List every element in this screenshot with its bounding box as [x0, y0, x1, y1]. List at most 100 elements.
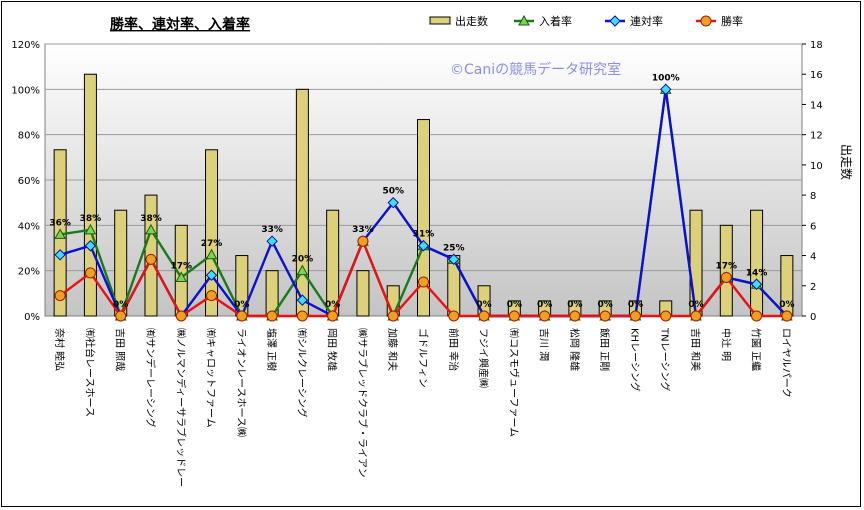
legend-marker	[700, 15, 712, 27]
x-tick-label: ㈲サンデーレーシング	[144, 328, 157, 428]
data-label: 33%	[352, 225, 374, 235]
y-tick-label: 60%	[18, 176, 40, 187]
x-tick-label: ㈱ノルマンディーサラブレッドレー	[174, 328, 187, 487]
y-tick-label: 40%	[18, 221, 40, 232]
data-labels: 36% 38% 0% 38% 17% 27% 0% 33% 20% 0% 33% 50% 31% 25% 0…	[49, 73, 794, 310]
legend-label: 入着率	[539, 14, 572, 28]
marker-diamond	[750, 278, 763, 290]
data-label: 0%	[537, 300, 552, 310]
y2-tick-label: 2	[810, 282, 816, 293]
marker-circle	[569, 310, 581, 322]
watermark: ©Caniの競馬データ研究室	[450, 61, 621, 78]
y2-tick-label: 4	[810, 252, 816, 263]
y2-tick-label: 14	[810, 100, 823, 111]
x-tick-label: 竹園 正繼	[750, 328, 763, 371]
bar-starts	[295, 88, 309, 317]
y2-tick-label: 0	[810, 312, 816, 323]
marker-circle	[357, 235, 369, 247]
bar-starts	[750, 209, 764, 317]
data-label: 0%	[598, 300, 613, 310]
marker-circle	[690, 310, 702, 322]
data-label: 33%	[261, 225, 283, 235]
x-tick-label: 岡田 牧雄	[326, 328, 339, 371]
x-tick-label: KHレーシング	[628, 328, 641, 392]
marker-diamond	[660, 83, 672, 96]
marker-circle	[478, 310, 490, 322]
x-tick-label: TNレーシング	[659, 327, 672, 391]
marker-triangle	[205, 248, 218, 260]
data-label: 25%	[443, 243, 465, 253]
data-label: 0%	[325, 300, 340, 310]
data-label: 17%	[170, 261, 192, 271]
line-markers	[54, 83, 793, 322]
data-label: 17%	[716, 261, 738, 271]
y-tick-label: 120%	[11, 40, 40, 51]
x-tick-label: ㈲コスモヴューファーム	[507, 328, 520, 437]
x-tick-label: 吉田 照哉	[114, 328, 126, 371]
marker-circle	[236, 310, 248, 322]
legend-label: 連対率	[630, 14, 663, 28]
data-label: 36%	[49, 218, 71, 228]
data-label: 27%	[201, 239, 223, 249]
legend-marker	[609, 15, 621, 27]
y-tick-label: 80%	[18, 131, 40, 142]
marker-circle	[296, 310, 308, 322]
y2-tick-label: 16	[810, 70, 823, 81]
data-label: 14%	[746, 268, 768, 278]
marker-circle	[175, 310, 187, 322]
data-label: 0%	[779, 300, 794, 310]
legend-label: 出走数	[455, 14, 488, 28]
x-axis: 奈村 睦弘 ㈲社台レースホース 吉田 照哉 ㈲サンデーレーシング ㈱ノルマンディーサラブ…	[53, 327, 792, 487]
marker-circle	[418, 276, 429, 288]
y-tick-label: 0%	[24, 312, 40, 323]
marker-diamond	[84, 240, 97, 252]
y2-tick-label: 18	[810, 40, 823, 51]
data-label: 0%	[507, 300, 522, 310]
data-label: 20%	[292, 255, 314, 265]
data-label: 0%	[234, 300, 249, 310]
y-tick-label: 100%	[11, 85, 40, 96]
x-tick-label: 塩澤 正樹	[265, 328, 278, 371]
marker-diamond	[296, 294, 309, 306]
y-axis-left: 0% 20% 40% 60% 80% 100% 120%	[11, 40, 40, 323]
x-tick-label: 中辻 明	[719, 328, 732, 361]
x-tick-label: ライオンレースホース㈱	[235, 328, 247, 437]
x-tick-label: フジイ興産㈱	[477, 328, 490, 388]
x-tick-label: ㈲社台レースホース	[83, 328, 96, 417]
bar-starts	[356, 270, 370, 317]
x-tick-label: 奈村 睦弘	[53, 328, 66, 371]
data-label: 50%	[382, 187, 404, 197]
bar-starts	[719, 224, 733, 317]
y-tick-label: 20%	[18, 267, 40, 278]
y2-tick-label: 10	[810, 161, 823, 172]
marker-triangle	[84, 223, 97, 235]
x-tick-label: 吉田 和美	[689, 328, 702, 371]
bar-starts	[417, 119, 430, 317]
marker-circle	[508, 310, 520, 322]
data-label: 38%	[140, 214, 162, 224]
x-tick-label: ゴドルフィン	[417, 328, 430, 388]
marker-circle	[448, 310, 460, 322]
legend-label: 勝率	[721, 14, 743, 28]
marker-circle	[387, 310, 399, 322]
x-tick-label: 吉川 潤	[538, 328, 550, 361]
data-label: 31%	[413, 230, 435, 240]
marker-triangle	[296, 264, 309, 276]
x-tick-label: 松岡 隆雄	[568, 328, 581, 371]
marker-circle	[660, 310, 672, 322]
y2-tick-label: 8	[810, 191, 816, 202]
x-tick-label: 飯田 正剛	[598, 328, 611, 371]
legend: 出走数 入着率 連対率 勝率	[429, 14, 743, 28]
marker-triangle	[145, 223, 157, 235]
marker-triangle	[54, 228, 66, 239]
x-tick-label: ㈱サラブレッドクラブ・ライアン	[356, 328, 369, 478]
marker-diamond	[417, 240, 430, 252]
marker-diamond	[448, 253, 460, 266]
legend-swatch-bar	[429, 16, 451, 25]
marker-circle	[751, 310, 763, 322]
legend-marker	[518, 14, 530, 26]
data-label: 100%	[652, 73, 680, 83]
y2-axis-label: 出走数	[839, 144, 854, 180]
